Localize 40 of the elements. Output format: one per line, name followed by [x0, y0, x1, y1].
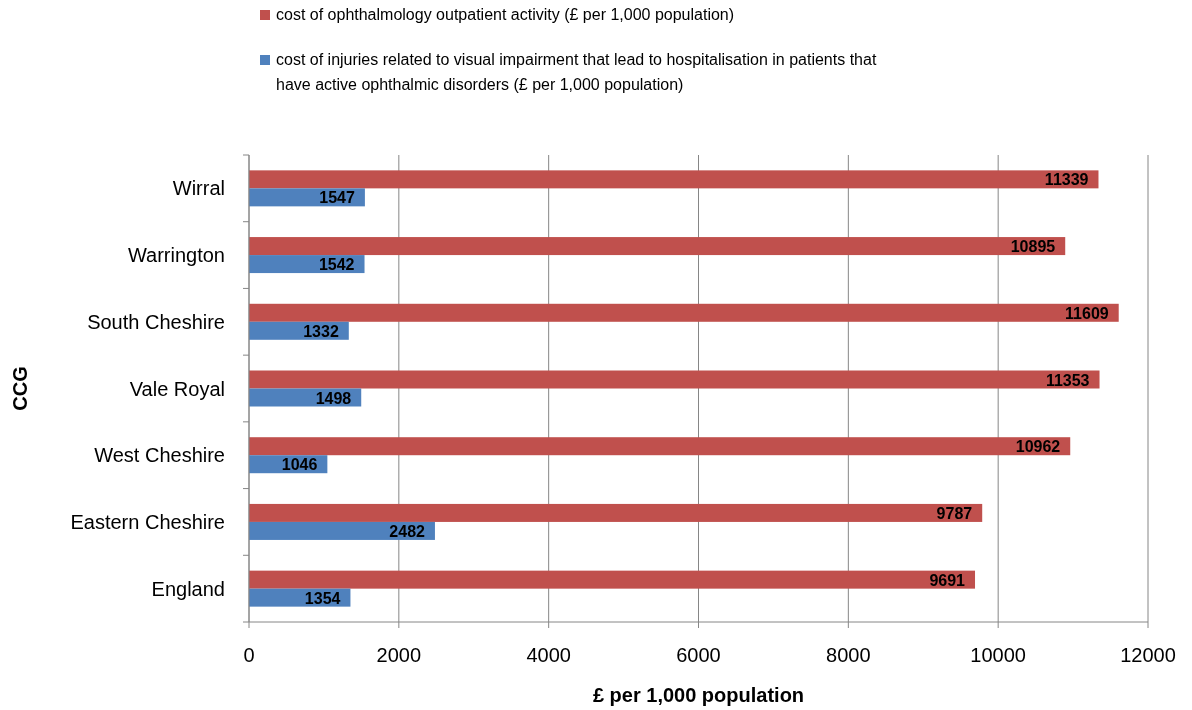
- data-label: 9691: [929, 571, 966, 589]
- bar: [249, 521, 435, 540]
- data-label: 1046: [281, 456, 318, 474]
- bar: [249, 170, 1099, 189]
- x-tick-label: 8000: [826, 644, 871, 666]
- data-label: 11353: [1045, 371, 1090, 389]
- data-label: 11609: [1065, 304, 1109, 322]
- bar: [249, 303, 1119, 322]
- data-label: 1547: [319, 189, 355, 207]
- bar: [249, 570, 976, 589]
- y-tick-label: West Cheshire: [94, 444, 225, 467]
- y-tick-label: Vale Royal: [129, 377, 225, 400]
- y-tick-label: Eastern Cheshire: [70, 510, 225, 533]
- data-label: 2482: [389, 522, 426, 540]
- data-label: 1354: [304, 589, 341, 607]
- data-label: 9787: [936, 504, 973, 522]
- data-label: 1542: [318, 256, 355, 274]
- y-tick-label: England: [151, 577, 225, 600]
- bar: [249, 503, 983, 522]
- bar: [249, 370, 1100, 389]
- data-label: 10895: [1010, 238, 1056, 256]
- y-tick-label: Wirral: [172, 177, 225, 200]
- x-tick-label: 10000: [970, 644, 1026, 666]
- bar: [249, 437, 1071, 456]
- data-label: 1498: [315, 389, 352, 407]
- x-tick-label: 4000: [526, 644, 571, 666]
- bar: [249, 237, 1066, 256]
- x-tick-label: 2000: [376, 644, 422, 666]
- data-label: 1332: [303, 322, 339, 340]
- x-tick-label: 0: [243, 644, 255, 666]
- legend-label: cost of ophthalmology outpatient activity (£ per 1,000 population): [276, 6, 735, 23]
- x-tick-label: 6000: [676, 644, 721, 666]
- legend-label: cost of injuries related to visual impairment that lead to hospitalisation in patients that have active ophthalmic disorders (£ per 1,000 population): [276, 51, 877, 93]
- x-axis-title: £ per 1,000 population: [592, 684, 805, 706]
- x-tick-label: 12000: [1120, 644, 1176, 666]
- y-tick-label: Warrington: [127, 244, 225, 267]
- y-tick-label: South Cheshire: [87, 310, 225, 333]
- data-label: 10962: [1015, 438, 1061, 456]
- y-axis-title: CCG: [9, 366, 31, 411]
- data-label: 11339: [1044, 171, 1089, 189]
